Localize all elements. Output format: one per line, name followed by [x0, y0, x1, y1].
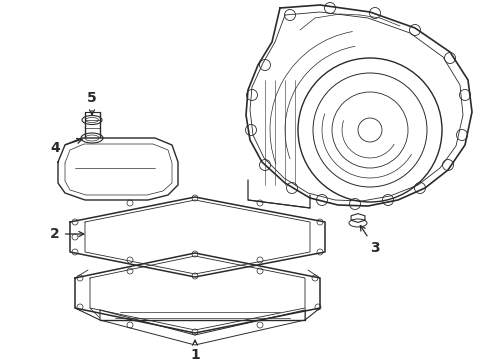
- Text: 2: 2: [50, 227, 83, 241]
- Text: 4: 4: [50, 139, 82, 155]
- Text: 5: 5: [87, 91, 97, 115]
- Text: 1: 1: [190, 340, 200, 360]
- Text: 3: 3: [360, 225, 379, 255]
